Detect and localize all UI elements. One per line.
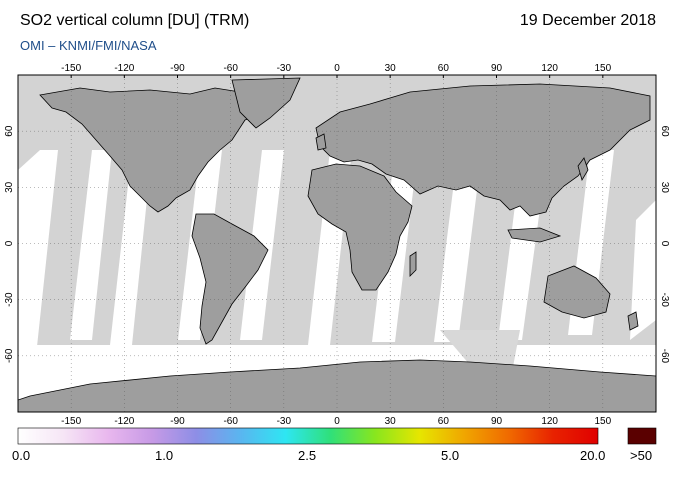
lon-tick-bottom: -90 [170,416,185,427]
colorbar-label-0: 0.0 [12,448,31,463]
lon-tick-top: 30 [385,63,397,74]
lat-tick-left: 60 [4,125,15,137]
data-credit: OMI – KNMI/FMI/NASA [20,38,157,53]
lon-tick-top: -90 [170,63,185,74]
lat-tick-left: 0 [4,240,15,246]
colorbar-label-1: 1.0 [155,448,174,463]
lon-tick-bottom: 0 [334,416,340,427]
lon-tick-bottom: -120 [114,416,134,427]
lon-tick-bottom: -60 [223,416,238,427]
lon-tick-top: -120 [114,63,134,74]
lat-tick-right: 0 [659,241,670,247]
map-title: SO2 vertical column [DU] (TRM) [20,12,250,29]
lon-tick-bottom: 30 [385,416,397,427]
lon-tick-top: 120 [541,63,558,74]
lat-tick-left: -60 [4,348,15,363]
south-america [191,213,269,345]
colorbar-label-3: 5.0 [441,448,460,463]
lon-tick-bottom: 60 [438,416,450,427]
lat-tick-right: 60 [659,126,670,138]
axis-ticks: -150 -150 -120 -120 -90 -90 -60 -60 -30 -30 0 0 30 30… [4,63,670,427]
eurasia [315,83,651,217]
indonesia [507,227,562,243]
lon-tick-top: 90 [491,63,503,74]
colorbar [17,427,599,445]
lon-tick-top: -30 [277,63,292,74]
lon-tick-top: 0 [334,63,340,74]
australia [543,265,611,319]
madagascar [409,251,417,277]
map-date: 19 December 2018 [519,12,656,29]
africa [307,163,413,291]
lon-tick-bottom: 90 [491,416,503,427]
colorbar-overflow-swatch [627,427,657,445]
british-isles [315,133,327,151]
japan [577,157,589,181]
lon-tick-top: -60 [223,63,238,74]
north-america [39,87,269,213]
lat-tick-right: -60 [659,349,670,364]
lat-tick-right: -30 [659,292,670,307]
lon-tick-bottom: 150 [594,416,611,427]
lat-tick-left: 30 [4,181,15,193]
colorbar-label-2: 2.5 [298,448,317,463]
lat-tick-right: 30 [659,182,670,194]
colorbar-overflow-label: >50 [630,448,653,463]
lon-tick-bottom: -30 [277,416,292,427]
lon-tick-top: 60 [438,63,450,74]
greenland [231,77,301,129]
map-graticule [18,75,656,412]
lon-tick-top: 150 [594,63,611,74]
colorbar-label-4: 20.0 [580,448,606,463]
lon-tick-bottom: 120 [541,416,558,427]
lon-tick-top: -150 [61,63,81,74]
new-zealand [627,311,639,331]
lat-tick-left: -30 [4,292,15,307]
lon-tick-bottom: -150 [61,416,81,427]
